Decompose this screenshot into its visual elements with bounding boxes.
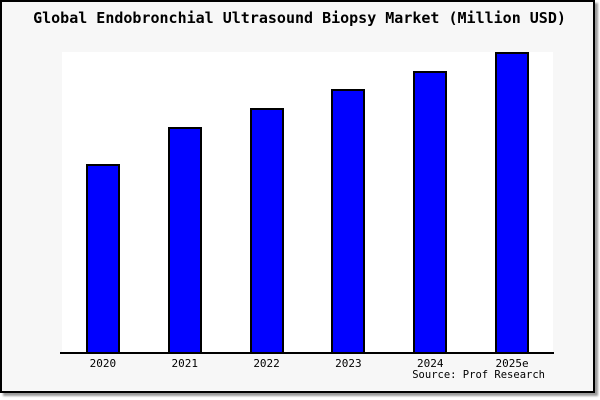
bar-2021 (167, 127, 202, 352)
bar-slot (226, 52, 308, 352)
bar-2020 (85, 163, 120, 352)
x-tick-label: 2022 (253, 357, 280, 370)
x-axis-line (60, 352, 554, 354)
x-axis-labels: 2020 2021 2022 2023 2024 2025e (62, 357, 553, 370)
x-tick-label: 2024 (416, 357, 444, 370)
bar-slot (144, 52, 226, 352)
bar-slot (307, 52, 389, 352)
chart-frame: Global Endobronchial Ultrasound Biopsy M… (0, 0, 595, 393)
bar-2022 (249, 108, 284, 352)
x-tick-label: 2020 (89, 357, 117, 370)
plot-area (62, 52, 553, 352)
chart-title: Global Endobronchial Ultrasound Biopsy M… (33, 9, 566, 27)
bars-container (62, 52, 553, 352)
bar-2025e (495, 52, 530, 352)
x-tick-label: 2021 (171, 357, 198, 370)
source-credit: Source: Prof Research (412, 369, 545, 381)
bar-2024 (413, 70, 448, 352)
bar-2023 (331, 88, 366, 352)
x-tick-label: 2025e (495, 357, 529, 370)
bar-slot (471, 52, 553, 352)
bar-slot (62, 52, 144, 352)
x-tick-label: 2023 (335, 357, 362, 370)
bar-slot (389, 52, 471, 352)
